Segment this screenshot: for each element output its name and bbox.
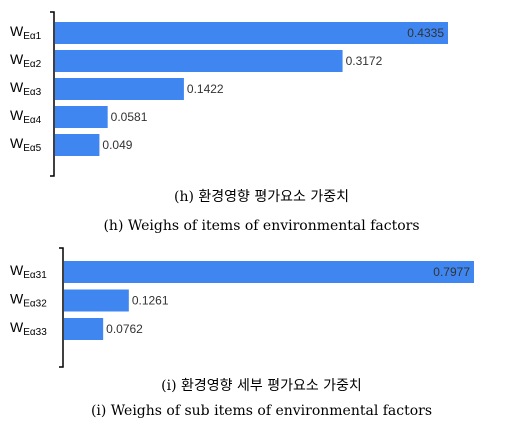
chart-h-category-label-4: WEα4: [10, 107, 42, 126]
chart-h-bar-1: [55, 22, 448, 44]
chart-i-category-label-3: WEα33: [10, 319, 47, 338]
chart-h-bar-5: [55, 134, 100, 156]
chart-h: 0.4335 WEα1 0.3172 WEα2 0.1422 WEα3 0.0581 WEα4…: [10, 11, 448, 177]
chart-h-axis: [50, 11, 55, 177]
chart-i-data-label-3: 0.0762: [106, 322, 143, 336]
chart-h-data-label-5: 0.049: [102, 138, 132, 152]
chart-h-bar-2: [55, 50, 343, 72]
chart-h-category-label-5: WEα5: [10, 135, 42, 154]
chart-h-caption-en: (h) Weighs of items of environmental fac…: [103, 218, 420, 234]
chart-i-caption-ko: (i) 환경영향 세부 평가요소 가중치: [161, 378, 362, 394]
chart-i-axis: [59, 247, 64, 368]
chart-h-bar-4: [55, 106, 108, 128]
chart-h-data-label-4: 0.0581: [111, 110, 148, 124]
chart-h-data-label-3: 0.1422: [187, 82, 224, 96]
chart-i-caption-en: (i) Weighs of sub items of environmental…: [90, 403, 433, 419]
chart-i-bar-2: [64, 289, 129, 312]
chart-i-bar-1: [64, 261, 474, 283]
chart-i-category-label-2: WEα32: [10, 291, 47, 310]
chart-i-data-label-2: 0.1261: [132, 294, 169, 308]
chart-h-category-label-2: WEα2: [10, 51, 42, 70]
chart-i-category-label-1: WEα31: [10, 262, 47, 281]
chart-h-category-label-3: WEα3: [10, 79, 42, 98]
chart-i-bar-3: [64, 318, 104, 340]
chart-h-data-label-1: 0.4335: [407, 26, 444, 40]
chart-h-category-label-1: WEα1: [10, 23, 42, 42]
chart-h-data-label-2: 0.3172: [346, 54, 383, 68]
chart-h-caption-ko: (h) 환경영향 평가요소 가중치: [174, 189, 349, 205]
chart-i: 0.7977 WEα31 0.1261 WEα32 0.0762 WEα33: [10, 247, 474, 368]
chart-h-bar-3: [55, 78, 184, 100]
chart-i-data-label-1: 0.7977: [433, 265, 470, 279]
